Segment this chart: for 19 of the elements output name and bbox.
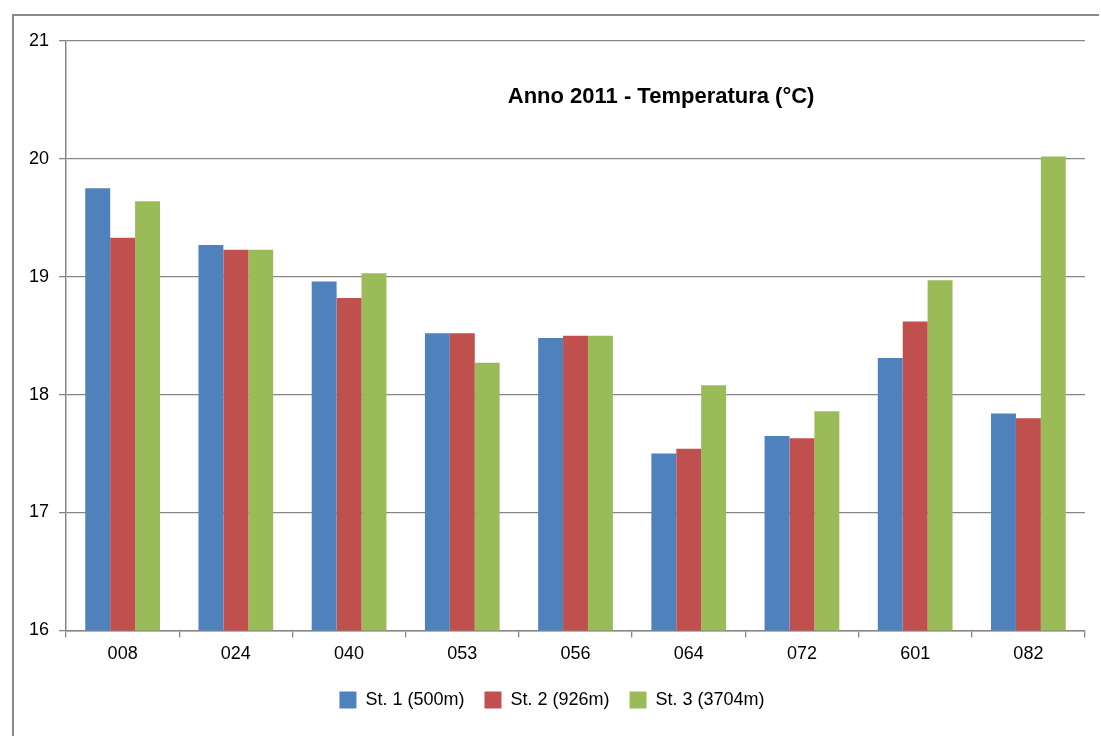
- x-tick-label: 056: [560, 643, 591, 664]
- x-tick-label: 040: [334, 643, 365, 664]
- y-tick-label: 18: [28, 383, 50, 404]
- x-tick-label: 053: [447, 643, 478, 664]
- text: Anno 2011 - Temperatura (°C): [507, 83, 815, 109]
- y-tick-label: 16: [28, 619, 50, 640]
- y-tick-label: 21: [28, 29, 50, 50]
- x-tick-label: 082: [1013, 643, 1044, 664]
- legend-label: St. 1 (500m): [365, 688, 465, 709]
- x-tick-label: 008: [107, 643, 138, 664]
- x-tick-label: 072: [786, 643, 817, 664]
- y-tick-label: 17: [28, 501, 50, 522]
- y-tick-label: 20: [28, 147, 50, 168]
- legend-label: St. 3 (3704m): [655, 688, 765, 709]
- legend-label: St. 2 (926m): [510, 688, 610, 709]
- x-tick-label: 601: [900, 643, 931, 664]
- y-tick-label: 19: [28, 265, 50, 286]
- x-tick-label: 024: [220, 643, 251, 664]
- x-tick-label: 064: [673, 643, 704, 664]
